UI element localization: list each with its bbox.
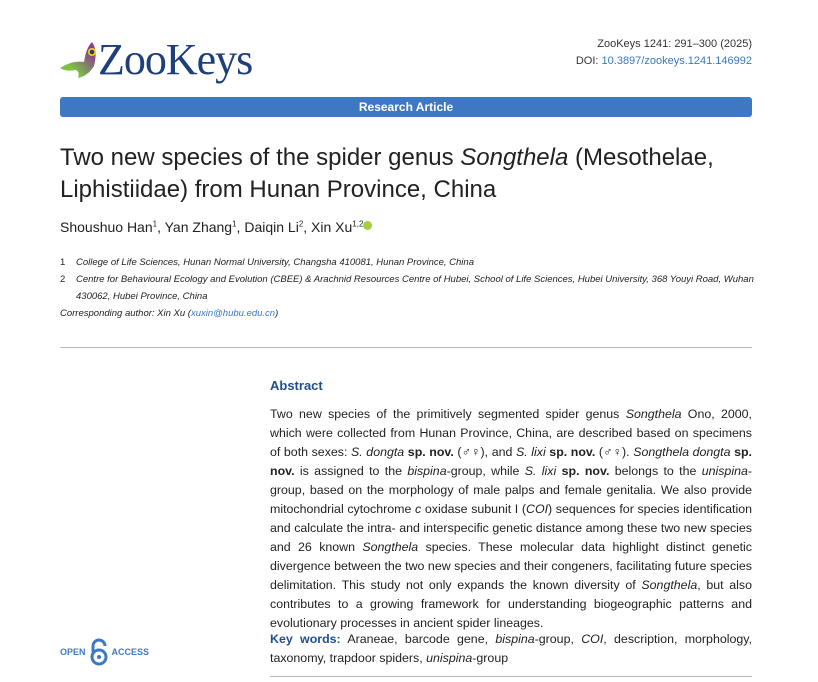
text-run: bispina — [407, 464, 447, 478]
text-run: sp. nov. — [407, 445, 454, 459]
author-list: Shoushuo Han1, Yan Zhang1, Daiqin Li2, X… — [60, 219, 373, 235]
text-run: Songthela — [641, 578, 698, 592]
text-run: oxidase subunit I ( — [421, 502, 526, 516]
access-label: ACCESS — [111, 647, 150, 657]
affiliation: 1 College of Life Sciences, Hunan Normal … — [60, 257, 474, 268]
text-run: sp. nov. — [561, 464, 610, 478]
text-run: sp. nov. — [270, 445, 752, 478]
text-run: ) sequences for species identification a… — [270, 502, 752, 554]
author[interactable]: Yan Zhang1 — [164, 219, 237, 235]
text-run: Ono, 2000, which were collected from Hun… — [270, 407, 752, 459]
text-run: (♂♀). — [595, 445, 634, 459]
text-run: COI — [526, 502, 549, 516]
keywords: Key words: Araneae, barcode gene, bispin… — [270, 630, 752, 668]
text-run: S. lixi — [515, 445, 546, 459]
doi-link[interactable]: 10.3897/zookeys.1241.146992 — [601, 55, 752, 67]
text-run: is assigned to the — [294, 464, 408, 478]
abstract-text: Two new species of the primitively segme… — [270, 405, 752, 633]
text-run: belongs to the — [609, 464, 702, 478]
text-run: c — [415, 502, 422, 516]
abstract-heading: Abstract — [270, 378, 323, 393]
corresponding-author: Corresponding author: Xin Xu (xuxin@hubu… — [60, 308, 279, 319]
affiliations: 1 College of Life Sciences, Hunan Normal … — [60, 254, 760, 322]
text-run: -group, — [534, 632, 582, 646]
author[interactable]: Shoushuo Han1 — [60, 219, 158, 235]
divider — [60, 347, 752, 348]
title-text-end: (Mesothelae, Liphistiidae) from Hunan Pr… — [60, 144, 714, 203]
text-run: , but also contributes to a growing fram… — [270, 578, 752, 630]
author[interactable]: Xin Xu1,2 — [311, 219, 364, 235]
text-run: Two new species of the primitively segme… — [270, 407, 626, 421]
text-run: Araneae, barcode gene, — [340, 632, 496, 646]
text-run: bispina — [495, 632, 535, 646]
title-text: Two new species of the spider genus — [60, 144, 461, 171]
orcid-icon[interactable] — [363, 221, 373, 230]
affiliation: 2 Centre for Behavioural Ecology and Evol… — [60, 274, 754, 302]
title-genus: Songthela — [460, 144, 569, 171]
text-run: Songthela dongta — [633, 445, 731, 459]
text-run: S. lixi — [524, 464, 557, 478]
text-run: species. These molecular data highlight … — [270, 540, 752, 592]
butterfly-icon — [60, 42, 96, 78]
text-run: Songthela — [362, 540, 419, 554]
open-access-badge: OPEN ACCESS — [60, 638, 149, 666]
text-run: -group — [472, 651, 509, 665]
doi-label: DOI: — [575, 55, 602, 67]
text-run: unispina — [426, 651, 473, 665]
text-run: -group, while — [446, 464, 525, 478]
journal-logo[interactable]: ZooKeys — [58, 35, 253, 84]
citation-meta: ZooKeys 1241: 291–300 (2025) DOI: 10.389… — [576, 36, 752, 70]
divider — [270, 676, 752, 677]
open-label: OPEN — [60, 647, 86, 657]
text-run: , description, morphology, taxonomy, tra… — [270, 632, 752, 665]
page-title: Two new species of the spider genus Song… — [60, 142, 760, 206]
citation: ZooKeys 1241: 291–300 (2025) — [597, 38, 752, 50]
article-type-banner: Research Article — [60, 97, 752, 117]
text-run: S. dongta — [351, 445, 405, 459]
open-lock-icon — [90, 638, 108, 666]
text-run: (♂♀), and — [453, 445, 516, 459]
text-run: sp. nov. — [549, 445, 596, 459]
author[interactable]: Daiqin Li2 — [244, 219, 304, 235]
text-run: -group, based on the morphology of male … — [270, 464, 753, 516]
text-run: unispina — [701, 464, 748, 478]
text-run: Songthela — [625, 407, 682, 421]
logo-text: ZooKeys — [98, 35, 253, 84]
email-link[interactable]: xuxin@hubu.edu.cn — [190, 308, 276, 319]
text-run: COI — [581, 632, 604, 646]
keywords-label: Key words: — [270, 632, 341, 646]
